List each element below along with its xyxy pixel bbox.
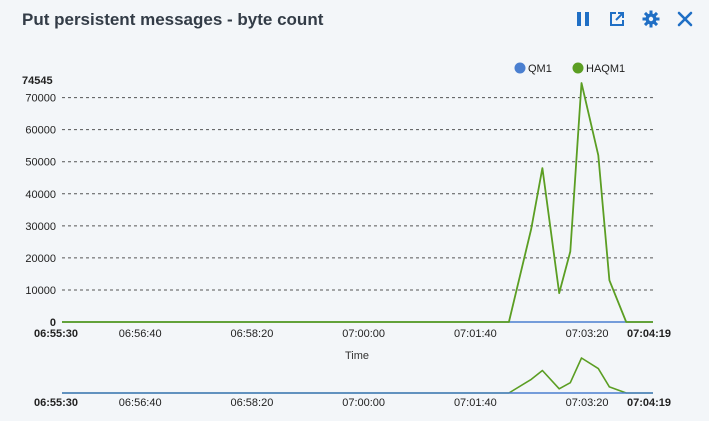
- x-tick-label-4: 07:01:40: [454, 328, 497, 340]
- x-tick-label-5: 07:03:20: [566, 328, 609, 340]
- x-tick-label-6: 07:04:19: [627, 328, 671, 340]
- navigator-tick-label-2: 06:58:20: [231, 397, 274, 409]
- navigator-tick-label-6: 07:04:19: [627, 397, 671, 409]
- popout-button[interactable]: [607, 9, 627, 29]
- popout-icon: [610, 12, 624, 26]
- series-lines: [62, 82, 653, 323]
- y-tick-label-2: 20000: [25, 253, 56, 265]
- grid-lines: [62, 97, 653, 291]
- legend-label-qm1: QM1: [528, 63, 552, 75]
- y-tick-label-1: 10000: [25, 285, 56, 297]
- chart-toolbar: [573, 9, 695, 29]
- x-tick-label-3: 07:00:00: [342, 328, 385, 340]
- navigator-tick-label-5: 07:03:20: [566, 397, 609, 409]
- x-tick-label-2: 06:58:20: [231, 328, 274, 340]
- y-tick-label-3: 30000: [25, 221, 56, 233]
- navigator[interactable]: [62, 357, 653, 394]
- y-tick-label-0: 0: [50, 317, 56, 329]
- pause-button[interactable]: [573, 9, 593, 29]
- y-tick-label-5: 50000: [25, 157, 56, 169]
- series-line-haqm1: [62, 82, 653, 323]
- y-axis-ticks: 0 10000 20000 30000 40000 50000 60000 70000 7454…: [22, 75, 56, 329]
- x-axis-label: Time: [345, 350, 369, 362]
- navigator-tick-label-4: 07:01:40: [454, 397, 497, 409]
- y-tick-label-7: 70000: [25, 93, 56, 105]
- legend-marker-haqm1: [572, 62, 584, 74]
- gear-icon: [642, 10, 660, 28]
- navigator-x-ticks: 06:55:30 06:56:40 06:58:20 07:00:00 07:01:40…: [34, 397, 671, 409]
- y-tick-label-6: 60000: [25, 125, 56, 137]
- pause-icon: [577, 12, 589, 26]
- settings-button[interactable]: [641, 9, 661, 29]
- x-tick-label-1: 06:56:40: [119, 328, 162, 340]
- y-tick-label-4: 40000: [25, 189, 56, 201]
- legend: QM1 HAQM1: [514, 62, 625, 75]
- chart-title: Put persistent messages - byte count: [22, 10, 324, 29]
- navigator-tick-label-3: 07:00:00: [342, 397, 385, 409]
- x-tick-label-0: 06:55:30: [34, 328, 78, 340]
- legend-marker-qm1: [514, 62, 526, 74]
- y-max-label: 74545: [22, 75, 53, 87]
- navigator-tick-label-1: 06:56:40: [119, 397, 162, 409]
- legend-label-haqm1: HAQM1: [586, 63, 625, 75]
- navigator-line-haqm1: [62, 357, 653, 394]
- navigator-tick-label-0: 06:55:30: [34, 397, 78, 409]
- close-icon: [677, 11, 693, 27]
- x-axis-ticks: 06:55:30 06:56:40 06:58:20 07:00:00 07:01:40…: [34, 328, 671, 340]
- close-button[interactable]: [675, 9, 695, 29]
